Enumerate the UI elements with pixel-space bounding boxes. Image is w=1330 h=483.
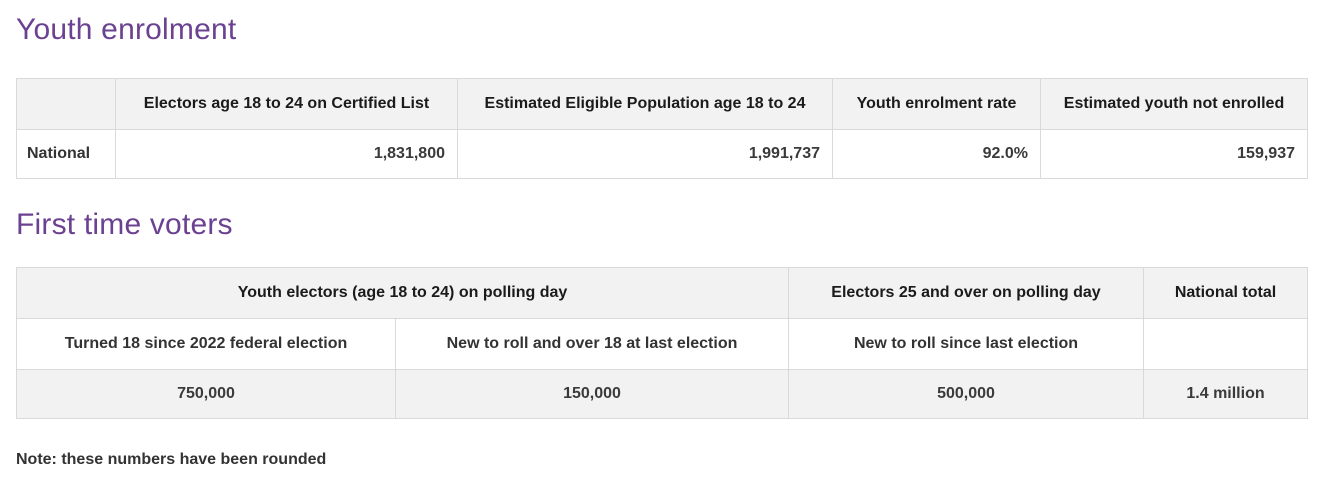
note-text: Note: these numbers have been rounded xyxy=(16,451,327,468)
sub-header-row: Turned 18 since 2022 federal election Ne… xyxy=(16,318,1308,370)
group-header-row: Youth electors (age 18 to 24) on polling… xyxy=(16,267,1308,319)
sub-header-new-to-roll-over-18: New to roll and over 18 at last election xyxy=(395,318,789,370)
value-cell-national-total: 1.4 million xyxy=(1143,369,1308,419)
table-header-row: Electors age 18 to 24 on Certified List … xyxy=(16,78,1308,130)
youth-enrolment-table: Electors age 18 to 24 on Certified List … xyxy=(16,78,1308,179)
data-cell-certified-list: 1,831,800 xyxy=(115,129,458,179)
column-header-eligible-population: Estimated Eligible Population age 18 to … xyxy=(457,78,833,130)
sub-header-turned-18: Turned 18 since 2022 federal election xyxy=(16,318,396,370)
column-header-certified-list: Electors age 18 to 24 on Certified List xyxy=(115,78,458,130)
value-cell-new-to-roll: 500,000 xyxy=(788,369,1144,419)
sub-header-empty xyxy=(1143,318,1308,370)
data-cell-enrolment-rate: 92.0% xyxy=(832,129,1041,179)
first-time-voters-heading: First time voters xyxy=(16,208,233,241)
group-header-electors-25-over: Electors 25 and over on polling day xyxy=(788,267,1144,319)
youth-enrolment-heading: Youth enrolment xyxy=(16,13,237,46)
value-cell-new-to-roll-over-18: 150,000 xyxy=(395,369,789,419)
group-header-youth-electors: Youth electors (age 18 to 24) on polling… xyxy=(16,267,789,319)
column-header-enrolment-rate: Youth enrolment rate xyxy=(832,78,1041,130)
sub-header-new-to-roll: New to roll since last election xyxy=(788,318,1144,370)
column-header-empty xyxy=(16,78,116,130)
column-header-not-enrolled: Estimated youth not enrolled xyxy=(1040,78,1308,130)
group-header-national-total: National total xyxy=(1143,267,1308,319)
first-time-voters-table: Youth electors (age 18 to 24) on polling… xyxy=(16,267,1308,419)
row-header-national: National xyxy=(16,129,116,179)
table-row-national: National 1,831,800 1,991,737 92.0% 159,9… xyxy=(16,129,1308,179)
data-cell-eligible-population: 1,991,737 xyxy=(457,129,833,179)
data-cell-not-enrolled: 159,937 xyxy=(1040,129,1308,179)
value-row: 750,000 150,000 500,000 1.4 million xyxy=(16,369,1308,419)
value-cell-turned-18: 750,000 xyxy=(16,369,396,419)
